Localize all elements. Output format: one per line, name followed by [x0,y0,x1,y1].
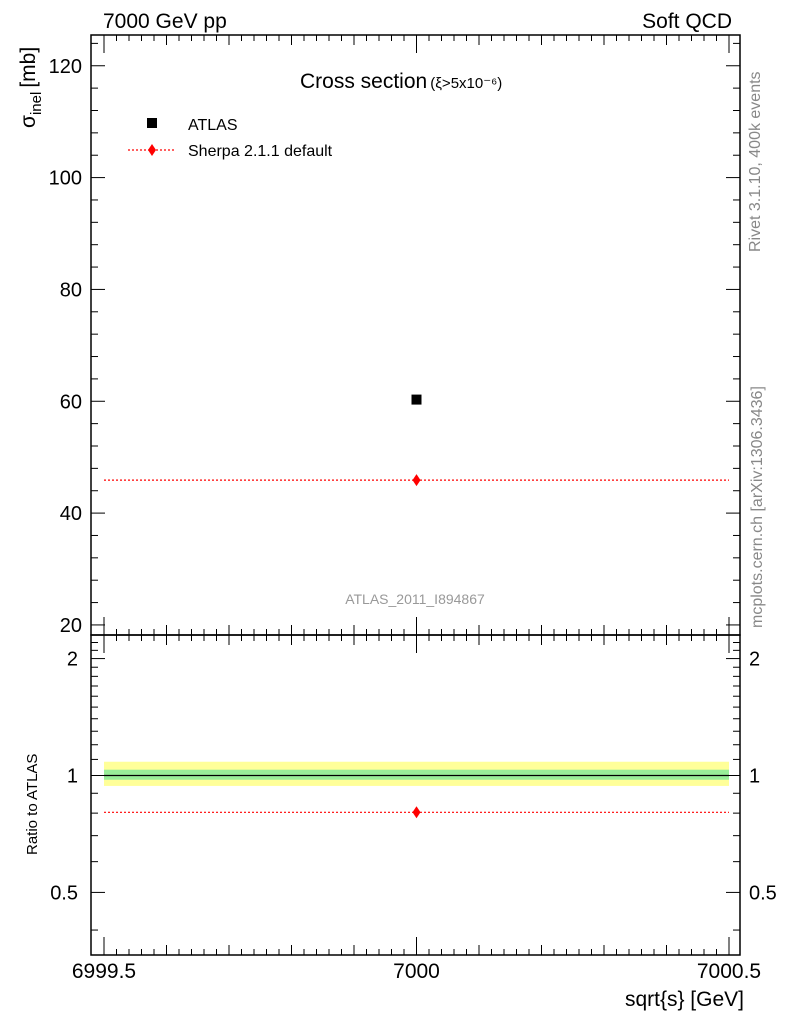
ratio-ytick-label-left: 1 [67,765,78,787]
main-y-ticks: 20 40 60 80 100 120 [49,42,740,637]
ratio-band-inner [104,769,729,780]
ratio-ytick-label-right: 1 [749,765,760,787]
analysis-watermark: ATLAS_2011_I894867 [345,591,485,607]
ratio-panel: 0.5 0.5 1 1 2 2 6999.5 7000 7000.5 Ratio to ATL… [24,634,777,1011]
ratio-ytick-label-right: 2 [749,649,760,671]
ratio-xtick-label: 7000.5 [697,960,761,983]
sherpa-ratio-point [412,806,421,819]
main-chart-title: Cross section (ξ>5x10⁻⁶) [300,70,502,93]
main-x-ticks [103,35,730,635]
ratio-xtick-label: 6999.5 [72,960,136,983]
header-left-label: 7000 GeV pp [103,10,227,33]
ylabel-subscript: inel [28,92,45,115]
atlas-point [411,394,422,405]
ratio-x-ticks: 6999.5 7000 7000.5 [72,635,761,983]
header-right-label: Soft QCD [642,10,732,33]
legend-sherpa-label: Sherpa 2.1.1 default [188,143,333,160]
main-ytick-label: 80 [60,279,82,301]
main-ytick-label: 40 [60,503,82,525]
ratio-ytick-label-left: 2 [67,649,78,671]
x-axis-label: sqrt{s} [GeV] [625,988,744,1011]
legend-atlas-label: ATLAS [188,117,238,134]
main-ytick-label: 20 [60,615,82,637]
main-marks [411,394,422,487]
title-suffix: (ξ>5x10⁻⁶) [430,75,502,92]
main-panel: 20 40 60 80 100 120 Cross section (ξ>5x10⁻⁶) A… [17,34,741,637]
ratio-panel-frame [90,634,741,956]
ratio-band-layer [104,761,729,786]
rivet-version-label: Rivet 3.1.10, 400k events [747,71,764,252]
ratio-marks [104,806,729,819]
title-text: Cross section [300,70,427,93]
ratio-y-ticks: 0.5 0.5 1 1 2 2 [50,641,777,931]
main-ytick-label: 100 [49,168,82,190]
legend: ATLAS Sherpa 2.1.1 default [128,117,333,160]
main-ytick-label: 120 [49,56,82,78]
mcplots-source-label: mcplots.cern.ch [arXiv:1306.3436] [749,386,766,628]
ylabel-symbol: σ [17,115,40,128]
ratio-xtick-label: 7000 [393,960,440,983]
ylabel-unit: [mb] [17,47,40,88]
main-ylabel: σinel [mb] [17,47,45,128]
ratio-ytick-label-right: 0.5 [749,882,777,904]
legend-atlas-marker [147,118,157,128]
legend-sherpa-marker [148,144,156,156]
ratio-ytick-label-left: 0.5 [50,882,78,904]
main-ytick-label: 60 [60,391,82,413]
ratio-ylabel: Ratio to ATLAS [24,754,41,855]
sherpa-point [412,474,421,487]
